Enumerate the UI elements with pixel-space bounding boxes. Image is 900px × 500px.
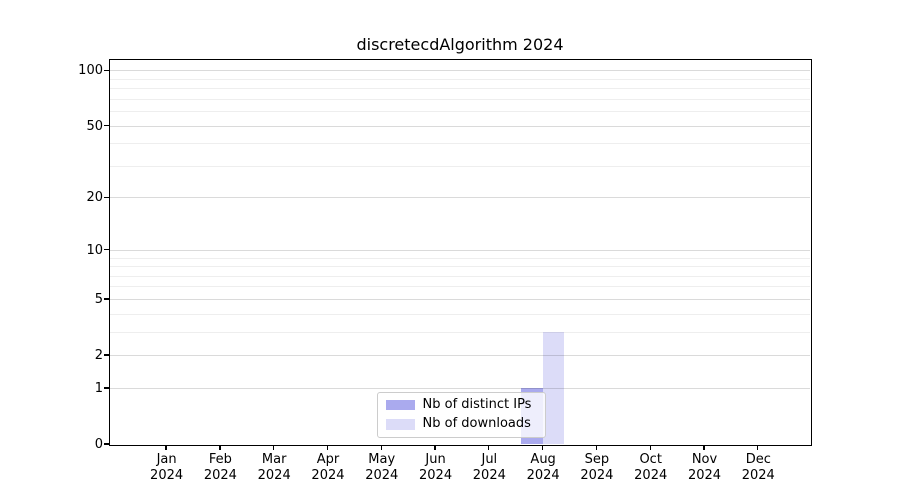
legend-item-distinct-ips: Nb of distinct IPs (385, 396, 536, 414)
y-tick (104, 354, 109, 356)
y-tick (104, 196, 109, 199)
legend-label-distinct-ips: Nb of distinct IPs (422, 396, 532, 412)
x-tick-label: Jun 2024 (419, 451, 453, 484)
y-tick-label: 0 (94, 437, 103, 452)
y-tick-label: 2 (94, 348, 103, 364)
y-tick-label: 50 (86, 118, 103, 134)
bar-nb-of-downloads (542, 331, 565, 444)
gridline-minor (110, 286, 810, 288)
x-tick (488, 445, 490, 450)
x-tick-label: Jan 2024 (150, 451, 184, 484)
x-tick (380, 445, 382, 450)
legend-label-downloads: Nb of downloads (422, 416, 531, 431)
y-tick (104, 124, 109, 127)
plot-area: Nb of distinct IPs Nb of downloads (104, 59, 812, 450)
gridline-major (110, 355, 810, 357)
y-tick-label: 10 (86, 242, 103, 258)
x-tick (219, 445, 221, 450)
gridline-minor (110, 257, 810, 259)
x-tick-label: Feb 2024 (203, 451, 237, 484)
gridline-major (110, 125, 810, 127)
x-tick-label: Aug 2024 (526, 451, 560, 484)
chart-title: discretecdAlgorithm 2024 (356, 35, 564, 54)
x-tick (649, 445, 651, 450)
gridline-major (110, 249, 810, 251)
gridline-major (110, 70, 810, 72)
gridline-major (110, 197, 810, 199)
x-tick-label: Apr 2024 (311, 451, 345, 484)
legend: Nb of distinct IPs Nb of downloads (376, 391, 546, 438)
legend-swatch-distinct-ips (385, 399, 415, 410)
gridline-minor (110, 111, 810, 113)
y-tick-label: 1 (94, 380, 103, 396)
x-tick-label: Jul 2024 (472, 451, 506, 484)
gridline-minor (110, 266, 810, 268)
x-tick-label: May 2024 (365, 451, 399, 484)
gridline-minor (110, 331, 810, 333)
x-tick-label: Oct 2024 (634, 451, 668, 484)
gridline-minor (110, 78, 810, 80)
x-tick (757, 445, 759, 450)
y-tick-label: 5 (94, 291, 103, 307)
y-tick (104, 249, 109, 251)
x-tick-label: Sep 2024 (580, 451, 614, 484)
gridline-minor (110, 165, 810, 167)
gridline-major (110, 387, 810, 389)
x-tick (326, 445, 329, 450)
gridline-major (110, 298, 810, 300)
y-tick (104, 69, 109, 71)
y-tick (104, 298, 109, 300)
x-tick (273, 445, 275, 450)
legend-item-downloads: Nb of downloads (385, 416, 536, 433)
y-tick-label: 20 (86, 190, 103, 206)
gridline-minor (110, 98, 810, 100)
x-tick (165, 445, 167, 450)
x-tick-label: Mar 2024 (257, 451, 291, 484)
y-tick-label: 100 (78, 63, 103, 79)
gridline-minor (110, 143, 810, 145)
gridline-minor (110, 88, 810, 90)
grid-layer (110, 60, 810, 444)
x-tick (541, 445, 544, 450)
gridline-minor (110, 275, 810, 277)
x-tick-label: Nov 2024 (687, 451, 722, 484)
y-tick (104, 443, 109, 445)
legend-swatch-downloads (385, 419, 415, 430)
x-tick (434, 445, 436, 450)
ticks-layer (104, 60, 810, 450)
x-tick (595, 445, 598, 450)
x-tick-label: Dec 2024 (741, 451, 775, 484)
x-tick (703, 445, 705, 450)
y-tick (104, 387, 109, 389)
gridline-minor (110, 313, 810, 315)
